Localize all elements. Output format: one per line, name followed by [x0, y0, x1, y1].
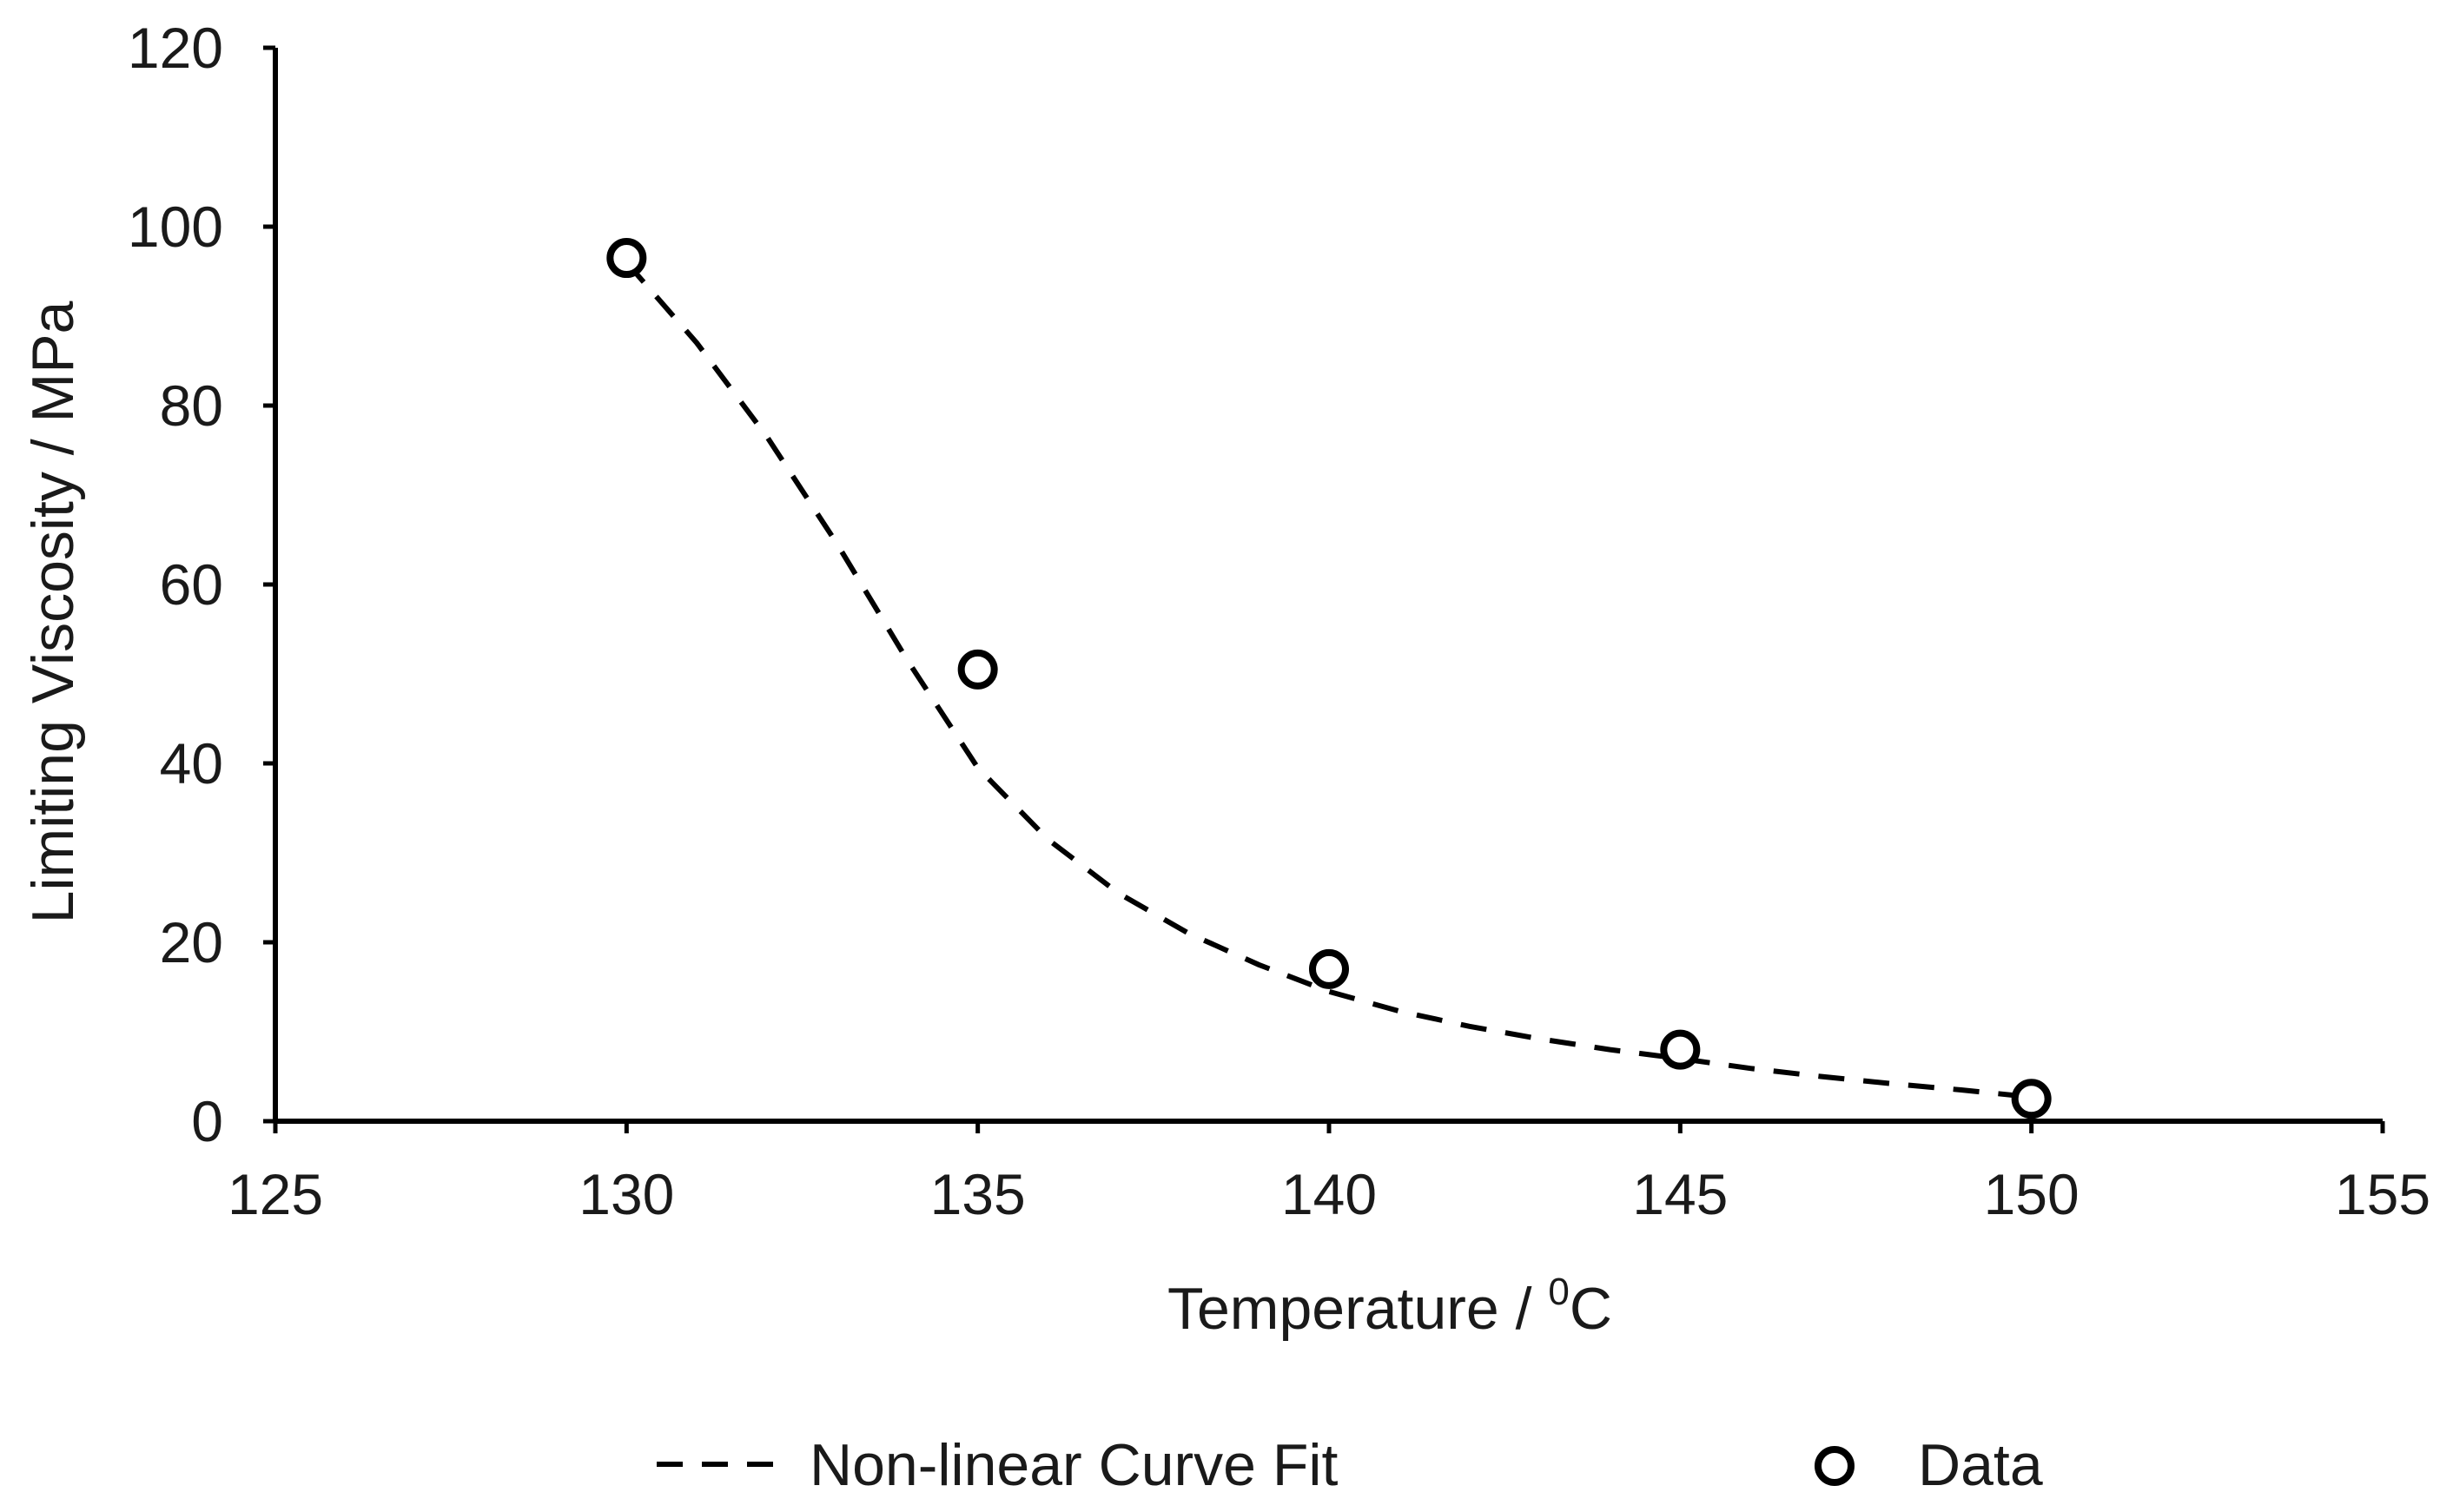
y-axis-ticks: 0 20 40 60 80 100 120 [128, 16, 275, 1153]
legend-data-label: Data [1918, 1432, 2043, 1498]
fit-curve-line [625, 261, 2033, 1100]
y-tick-label: 20 [160, 910, 223, 974]
data-points [606, 238, 2052, 1119]
x-tick-label: 135 [930, 1162, 1026, 1226]
data-point [1309, 948, 1349, 989]
y-tick-label: 100 [128, 195, 223, 259]
x-axis-ticks: 125 130 135 140 145 150 155 [228, 1121, 2430, 1226]
data-point [1660, 1029, 1701, 1070]
x-tick-label: 125 [228, 1162, 323, 1226]
x-tick-label: 140 [1281, 1162, 1377, 1226]
y-tick-label: 40 [160, 731, 223, 796]
x-tick-label: 150 [1984, 1162, 2079, 1226]
legend-data-marker [1815, 1446, 1855, 1486]
x-tick-label: 130 [579, 1162, 674, 1226]
x-tick-label: 145 [1632, 1162, 1728, 1226]
legend-fit-label: Non-linear Curve Fit [810, 1432, 1339, 1498]
x-tick-label: 155 [2335, 1162, 2430, 1226]
y-tick-label: 120 [128, 16, 223, 80]
y-tick-label: 0 [191, 1089, 223, 1153]
data-point [957, 649, 998, 690]
x-axis-title: Temperature / 0C [1167, 1271, 1612, 1342]
legend: Non-linear Curve Fit Data [657, 1432, 2043, 1498]
y-tick-label: 60 [160, 552, 223, 617]
y-tick-label: 80 [160, 373, 223, 438]
data-point [606, 238, 647, 279]
data-point [2011, 1079, 2052, 1119]
y-axis-title: Limiting Viscosity / MPa [20, 300, 86, 923]
